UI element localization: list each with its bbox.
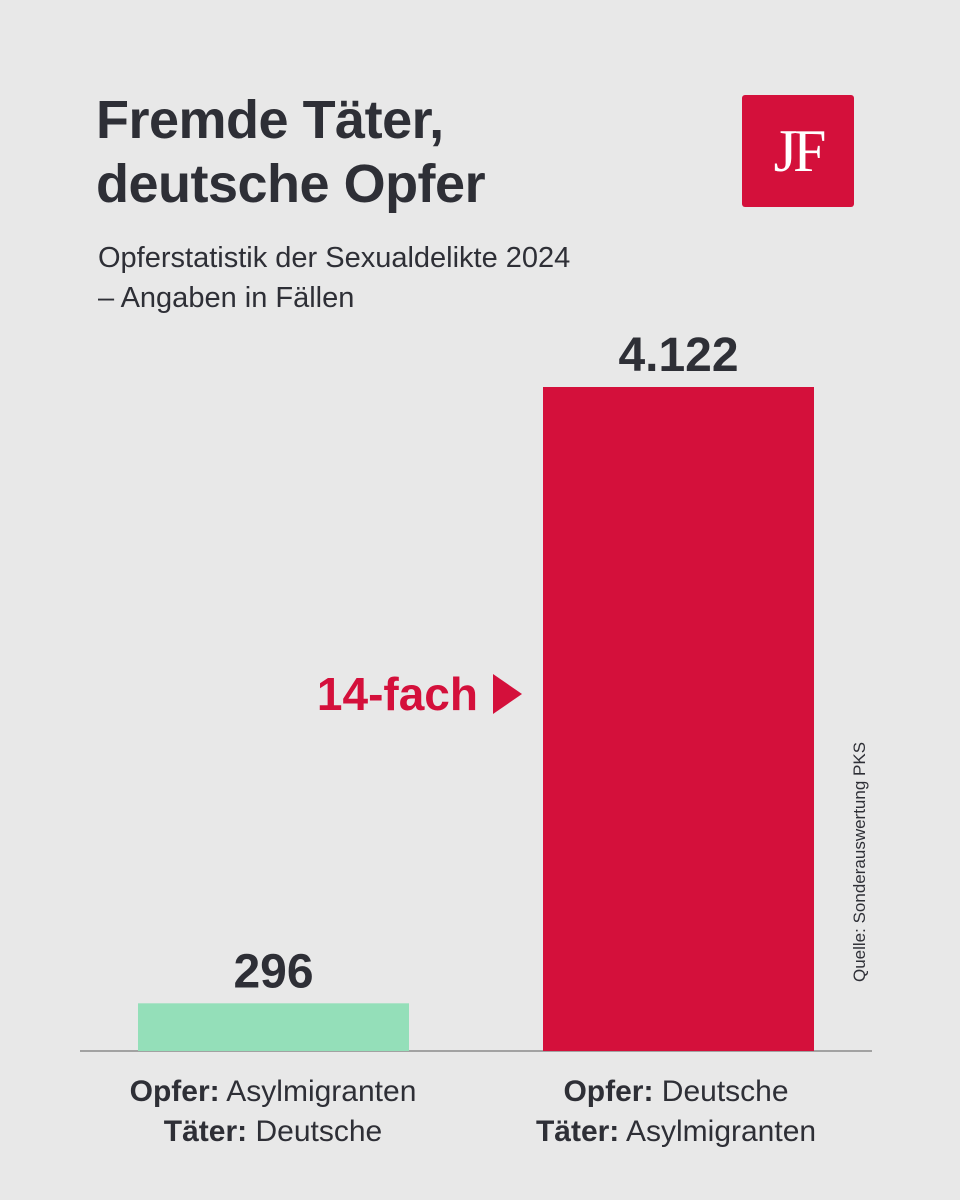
bar-2 (543, 387, 814, 1051)
chart-title-line-1: Fremde Täter, (96, 90, 444, 150)
taeter-key-2: Täter: (535, 1115, 620, 1148)
category-label-2: Opfer: Deutsche Täter: Asylmigranten (466, 1072, 886, 1152)
value-label-2: 4.122 (618, 329, 738, 382)
bar-1 (138, 1003, 409, 1051)
category-label-1: Opfer: Asylmigranten Täter: Deutsche (63, 1072, 483, 1152)
arrow-right-icon (493, 674, 522, 714)
opfer-value-2: Deutsche (661, 1075, 789, 1108)
value-label-1: 296 (233, 945, 313, 998)
jf-logo: JF (742, 95, 854, 207)
opfer-value-1: Asylmigranten (226, 1075, 417, 1108)
chart-subtitle-line-2: – Angaben in Fällen (98, 282, 355, 314)
chart-title-line-2: deutsche Opfer (96, 154, 486, 214)
taeter-value-1: Deutsche (255, 1115, 383, 1148)
opfer-key-2: Opfer: (563, 1075, 654, 1108)
taeter-value-2: Asylmigranten (625, 1115, 817, 1148)
chart-subtitle-line-1: Opferstatistik der Sexualdelikte 2024 (98, 242, 571, 274)
chart-subtitle: Opferstatistik der Sexualdelikte 2024 – … (98, 238, 738, 318)
jf-logo-text: JF (773, 117, 827, 184)
multiplier-annotation: 14-fach (317, 668, 478, 720)
taeter-key-1: Täter: (163, 1115, 248, 1148)
opfer-key-1: Opfer: (129, 1075, 220, 1108)
source-note: Quelle: Sonderauswertung PKS (850, 741, 869, 982)
chart-title: Fremde Täter, deutsche Opfer (96, 88, 696, 216)
